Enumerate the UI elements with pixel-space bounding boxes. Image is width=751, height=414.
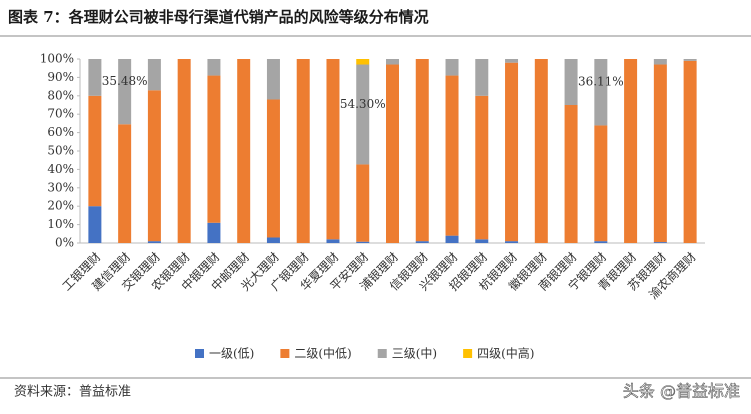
legend-label: 四级(中高)	[477, 346, 534, 361]
bar-segment	[445, 75, 459, 236]
bar-segment	[118, 124, 132, 243]
bar-segment	[207, 222, 221, 243]
bar-segment	[415, 59, 429, 242]
bar-segment	[177, 59, 191, 243]
bar-segment	[386, 64, 399, 244]
bar-segment	[505, 62, 519, 242]
bar-segment	[594, 241, 608, 243]
bar-segment	[356, 241, 370, 243]
bar-segment	[505, 59, 519, 63]
bar-segment	[356, 64, 370, 165]
bar-segment	[445, 59, 459, 76]
source: 资料来源：普益标准	[14, 385, 131, 400]
y-tick-label: 10%	[47, 217, 74, 231]
watermark: 头条 @普益标准	[623, 382, 740, 401]
bar-segment	[266, 237, 280, 243]
data-label: 35.48%	[102, 74, 148, 88]
y-tick-label: 70%	[47, 107, 74, 121]
bar-segment	[266, 99, 280, 238]
chart-title: 图表 7：各理财公司被非母行渠道代销产品的风险等级分布情况	[8, 8, 429, 26]
bar-segment	[207, 75, 221, 223]
bar-segment	[415, 241, 429, 243]
legend-label: 三级(中)	[392, 346, 437, 361]
bar-segment	[386, 59, 399, 65]
bar-segment	[653, 64, 667, 243]
y-tick-label: 0%	[55, 236, 74, 250]
bar-segment	[653, 242, 667, 243]
legend-swatch	[377, 349, 387, 358]
bar-segment	[564, 59, 578, 105]
bar-segment	[326, 59, 340, 240]
bar-segment	[266, 59, 280, 100]
bar-segment	[475, 59, 489, 96]
bar-segment	[207, 59, 221, 76]
bar-segment	[118, 59, 132, 125]
bar-segment	[683, 59, 697, 61]
y-tick-label: 90%	[47, 70, 74, 84]
y-tick-label: 20%	[47, 199, 74, 213]
legend-label: 一级(低)	[209, 347, 254, 361]
bar-segment	[475, 239, 489, 243]
bar-segment	[147, 90, 161, 242]
legend-label: 二级(中低)	[294, 346, 351, 361]
y-tick-label: 30%	[47, 180, 74, 194]
bar-segment	[296, 59, 310, 243]
bar-segment	[505, 241, 519, 243]
bar-segment	[356, 164, 370, 242]
bar-segment	[237, 59, 251, 243]
bar-segment	[475, 95, 489, 240]
bar-segment	[564, 105, 578, 243]
y-tick-label: 40%	[47, 162, 74, 176]
bar-segment	[88, 59, 102, 96]
legend-swatch	[280, 349, 290, 358]
y-tick-label: 60%	[47, 125, 74, 139]
bar-segment	[683, 60, 697, 244]
bar-segment	[594, 125, 608, 242]
bar-segment	[594, 59, 608, 126]
bar-segment	[88, 206, 102, 243]
y-tick-label: 100%	[40, 52, 74, 66]
data-label: 36.11%	[578, 75, 624, 89]
data-label: 54.30%	[340, 97, 386, 111]
y-tick-label: 50%	[47, 144, 74, 158]
bar-segment	[88, 95, 102, 207]
bar-segment	[356, 59, 370, 65]
legend-swatch	[195, 349, 204, 358]
bar-segment	[624, 59, 638, 243]
y-tick-label: 80%	[47, 88, 74, 102]
bar-segment	[147, 59, 161, 91]
bar-segment	[147, 241, 161, 243]
bar-segment	[653, 59, 667, 65]
bar-segment	[326, 239, 340, 243]
bar-segment	[534, 59, 548, 243]
bar-segment	[445, 235, 459, 243]
legend-swatch	[463, 349, 473, 358]
